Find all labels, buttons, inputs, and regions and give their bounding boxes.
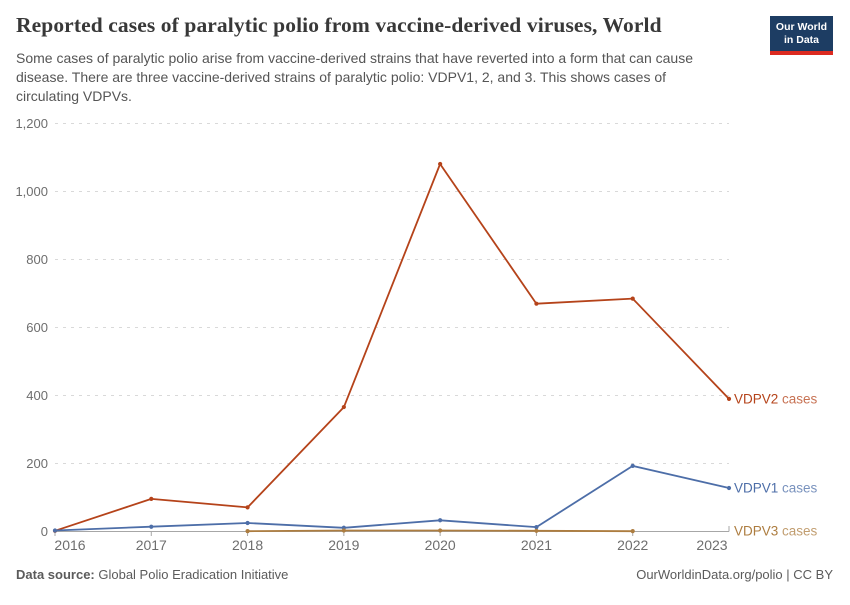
- data-point-vdpv1-cases[interactable]: [726, 485, 732, 491]
- y-tick-label: 400: [26, 388, 48, 403]
- data-point-vdpv1-cases[interactable]: [52, 528, 58, 533]
- chart-footer: Data source: Global Polio Eradication In…: [16, 567, 833, 582]
- series-end-label-vdpv3-cases[interactable]: VDPV3 cases: [734, 524, 818, 539]
- series-end-label-vdpv2-cases[interactable]: VDPV2 cases: [734, 391, 818, 406]
- chart-header: Reported cases of paralytic polio from v…: [16, 12, 834, 106]
- data-point-vdpv2-cases[interactable]: [149, 496, 154, 501]
- data-source-value: Global Polio Eradication Initiative: [94, 567, 289, 582]
- data-point-vdpv1-cases[interactable]: [245, 520, 250, 526]
- data-point-vdpv3-cases[interactable]: [534, 528, 539, 533]
- series-line-vdpv1-cases[interactable]: [54, 465, 730, 532]
- data-point-vdpv2-cases[interactable]: [630, 296, 635, 301]
- credit-link[interactable]: OurWorldinData.org/polio | CC BY: [636, 567, 833, 582]
- data-point-vdpv2-cases[interactable]: [438, 161, 443, 167]
- data-point-vdpv2-cases[interactable]: [245, 505, 250, 510]
- data-point-vdpv1-cases[interactable]: [534, 524, 539, 530]
- series-line-vdpv2-cases[interactable]: [54, 163, 730, 532]
- x-tick-label: 2020: [425, 537, 456, 553]
- series-end-label-vdpv1-cases[interactable]: VDPV1 cases: [734, 480, 818, 495]
- chart-title: Reported cases of paralytic polio from v…: [16, 13, 662, 37]
- y-tick-label: 800: [26, 252, 48, 267]
- data-point-vdpv2-cases[interactable]: [534, 301, 539, 306]
- y-tick-label: 600: [26, 320, 48, 335]
- y-tick-label: 0: [41, 524, 48, 539]
- data-point-vdpv3-cases[interactable]: [245, 529, 250, 534]
- x-tick-label: 2016: [54, 537, 85, 553]
- data-point-vdpv3-cases[interactable]: [438, 528, 443, 533]
- data-point-vdpv2-cases[interactable]: [726, 396, 732, 401]
- x-tick-label: 2018: [232, 537, 263, 553]
- data-source: Data source: Global Polio Eradication In…: [16, 567, 288, 582]
- x-tick-label: 2019: [328, 537, 359, 553]
- chart-subtitle: Some cases of paralytic polio arise from…: [16, 49, 693, 104]
- x-tick-label: 2022: [617, 537, 648, 553]
- owid-logo: Our World in Data: [770, 16, 833, 56]
- x-tick-label: 2021: [521, 537, 552, 553]
- owid-logo-line1: Our World: [775, 21, 828, 33]
- y-tick-label: 200: [26, 456, 48, 471]
- x-tick-label: 2023: [696, 537, 727, 553]
- x-tick-label: 2017: [136, 537, 167, 553]
- data-point-vdpv2-cases[interactable]: [341, 404, 346, 410]
- data-point-vdpv1-cases[interactable]: [630, 463, 635, 468]
- data-point-vdpv3-cases[interactable]: [341, 528, 346, 533]
- data-point-vdpv3-cases[interactable]: [630, 529, 635, 534]
- data-point-vdpv1-cases[interactable]: [149, 524, 154, 529]
- owid-logo-line2: in Data: [783, 34, 819, 47]
- data-source-label: Data source:: [16, 567, 95, 582]
- y-tick-label: 1,200: [15, 116, 48, 131]
- data-point-vdpv1-cases[interactable]: [438, 518, 443, 523]
- y-tick-label: 1,000: [15, 184, 48, 199]
